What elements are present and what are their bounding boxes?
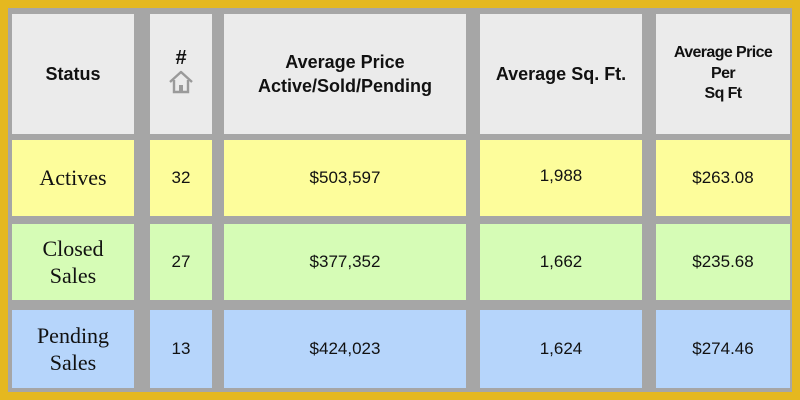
count-value: 13	[171, 339, 191, 358]
avg-price-value: $377,352	[309, 252, 381, 271]
row-actives-avg-price: $503,597	[224, 140, 466, 216]
header-price-per-sqft-line2: Per	[711, 64, 736, 82]
row-actives-price-per-sqft: $263.08	[656, 140, 790, 216]
header-count: #	[150, 14, 212, 134]
row-actives-avg-sqft: 1,988	[480, 140, 642, 216]
status-label-line1: Pending	[36, 322, 110, 348]
header-status: Status	[12, 14, 134, 134]
price-per-sqft-value: $263.08	[692, 168, 754, 187]
row-pending-avg-price: $424,023	[224, 310, 466, 388]
row-pending-price-per-sqft: $274.46	[656, 310, 790, 388]
status-label: Actives	[39, 165, 107, 191]
row-pending-avg-sqft: 1,624	[480, 310, 642, 388]
avg-price-value: $503,597	[309, 168, 381, 187]
header-average-price: Average Price Active/Sold/Pending	[224, 14, 466, 134]
row-closed-avg-price: $377,352	[224, 224, 466, 300]
avg-price-value: $424,023	[309, 339, 381, 358]
status-label-line1: Closed	[42, 235, 104, 261]
row-actives-count: 32	[150, 140, 212, 216]
header-price-per-sqft: Average Price Per Sq Ft	[656, 14, 790, 134]
row-pending-status: Pending Sales	[12, 310, 134, 388]
price-per-sqft-value: $235.68	[692, 252, 754, 271]
status-label-line2: Sales	[49, 350, 97, 375]
avg-sqft-value: 1,624	[539, 339, 583, 358]
price-per-sqft-value: $274.46	[692, 339, 754, 358]
row-closed-price-per-sqft: $235.68	[656, 224, 790, 300]
row-pending-count: 13	[150, 310, 212, 388]
header-average-price-line1: Average Price	[285, 51, 405, 72]
count-value: 27	[171, 252, 191, 271]
status-label-line2: Sales	[49, 263, 97, 288]
header-average-price-line2: Active/Sold/Pending	[257, 76, 433, 96]
header-status-label: Status	[45, 63, 101, 84]
header-price-per-sqft-line1: Average Price	[673, 43, 773, 61]
header-average-sqft-label: Average Sq. Ft.	[495, 63, 627, 84]
house-icon	[168, 70, 194, 100]
row-closed-count: 27	[150, 224, 212, 300]
row-actives-status: Actives	[12, 140, 134, 216]
row-closed-status: Closed Sales	[12, 224, 134, 300]
count-value: 32	[171, 168, 191, 187]
row-closed-avg-sqft: 1,662	[480, 224, 642, 300]
avg-sqft-value: 1,988	[539, 166, 583, 185]
header-price-per-sqft-line3: Sq Ft	[704, 85, 743, 103]
avg-sqft-value: 1,662	[539, 252, 583, 271]
header-average-sqft: Average Sq. Ft.	[480, 14, 642, 134]
header-count-label: #	[175, 46, 187, 69]
